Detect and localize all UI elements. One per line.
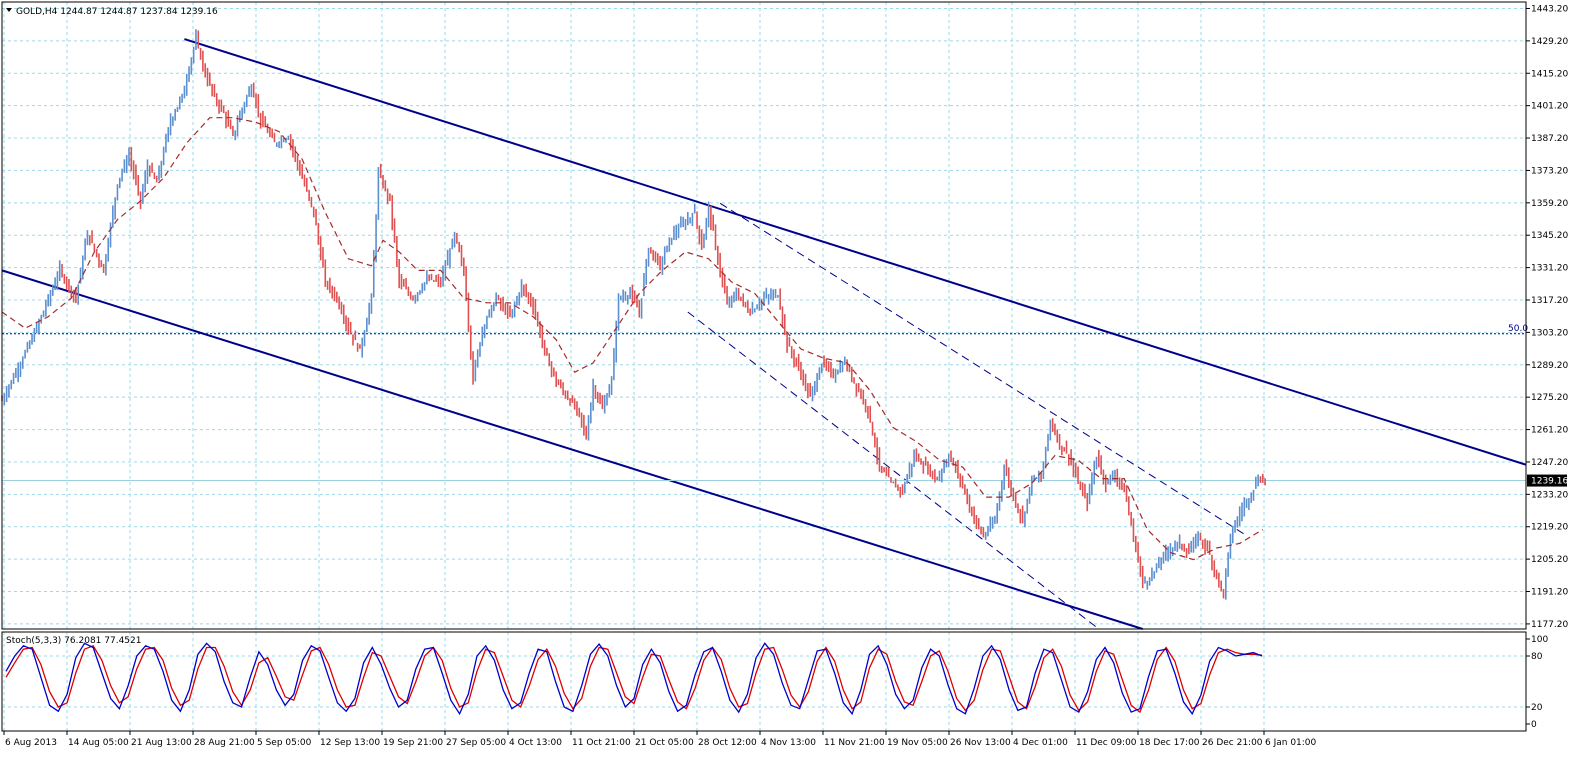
price-tick-label: 1219.20: [1531, 523, 1568, 533]
price-tick-label: 1177.20: [1531, 620, 1568, 630]
price-tick-label: 1317.20: [1531, 296, 1568, 306]
price-tick-label: 1191.20: [1531, 588, 1568, 598]
price-marker-label: 1239.16: [1531, 477, 1568, 487]
price-marker: 1239.16: [1527, 474, 1568, 487]
stochastic-main-line: [5, 642, 1263, 716]
stochastic-signal-line: [5, 644, 1263, 714]
stochastic-pane-border: [1, 631, 1527, 732]
price-tick-label: 1233.20: [1531, 490, 1568, 500]
stochastic-title: Stoch(5,3,3) 76.2081 77.4521: [6, 636, 141, 646]
price-tick-label: 1289.20: [1531, 361, 1568, 371]
time-tick-label: 21 Oct 05:00: [635, 738, 694, 748]
stochastic-tick-label: 20: [1531, 703, 1543, 713]
stochastic-tick-label: 80: [1531, 652, 1543, 662]
chart-title: GOLD,H4 1244.87 1244.87 1237.84 1239.16: [16, 7, 218, 17]
price-tick-label: 1387.20: [1531, 134, 1568, 144]
time-tick-label: 19 Sep 21:00: [383, 738, 443, 748]
time-tick-label: 28 Aug 21:00: [194, 738, 255, 748]
time-tick-label: 4 Oct 13:00: [509, 738, 562, 748]
price-tick-label: 1303.20: [1531, 328, 1568, 338]
time-tick-label: 4 Dec 01:00: [1013, 738, 1068, 748]
time-tick-label: 6 Aug 2013: [5, 738, 57, 748]
price-tick-label: 1415.20: [1531, 69, 1568, 79]
price-tick-label: 1401.20: [1531, 102, 1568, 112]
time-tick-label: 11 Nov 21:00: [824, 738, 885, 748]
channel-line: [1, 269, 1143, 630]
stochastic-tick-label: 0: [1531, 720, 1537, 730]
price-pane-border: [1, 1, 1527, 630]
stochastic-tick-label: 100: [1531, 635, 1548, 645]
time-tick-label: 11 Dec 09:00: [1076, 738, 1137, 748]
stochastic-axis: 100 80 20 0: [1526, 635, 1548, 730]
collapse-triangle-icon[interactable]: [6, 8, 12, 12]
price-tick-label: 1373.20: [1531, 166, 1568, 176]
fib-50-label: 50.0: [1508, 324, 1528, 334]
price-tick-label: 1275.20: [1531, 393, 1568, 403]
time-tick-label: 19 Nov 05:00: [887, 738, 948, 748]
time-tick-label: 5 Sep 05:00: [257, 738, 312, 748]
stochastic-pane[interactable]: [2, 632, 1526, 731]
price-tick-label: 1359.20: [1531, 199, 1568, 209]
time-tick-label: 18 Dec 17:00: [1139, 738, 1200, 748]
price-pane[interactable]: 50.0: [1, 2, 1528, 630]
price-tick-label: 1247.20: [1531, 458, 1568, 468]
time-tick-label: 4 Nov 13:00: [761, 738, 816, 748]
channel-line: [184, 38, 1527, 466]
price-tick-label: 1205.20: [1531, 555, 1568, 565]
price-tick-label: 1331.20: [1531, 264, 1568, 274]
trend-channel[interactable]: [1, 38, 1527, 630]
time-tick-label: 14 Aug 05:00: [68, 738, 129, 748]
price-axis: 1443.20 1429.20 1415.20 1401.20 1387.20 1373.…: [1526, 4, 1568, 630]
ohlc-bars: [1, 29, 1266, 600]
time-tick-label: 28 Oct 12:00: [698, 738, 757, 748]
price-tick-label: 1443.20: [1531, 4, 1568, 14]
time-tick-label: 12 Sep 13:00: [320, 738, 380, 748]
price-tick-label: 1429.20: [1531, 37, 1568, 47]
moving-average-line: [1, 117, 1264, 561]
time-tick-label: 26 Dec 21:00: [1202, 738, 1263, 748]
chart-header: GOLD,H4 1244.87 1244.87 1237.84 1239.16: [6, 7, 218, 17]
time-tick-label: 27 Sep 05:00: [446, 738, 506, 748]
time-tick-label: 26 Nov 13:00: [950, 738, 1011, 748]
time-tick-label: 6 Jan 01:00: [1265, 738, 1317, 748]
time-tick-label: 11 Oct 21:00: [572, 738, 631, 748]
price-tick-label: 1345.20: [1531, 231, 1568, 241]
time-axis: 6 Aug 2013 14 Aug 05:00 21 Aug 13:00 28 Aug…: [3, 731, 1317, 748]
time-tick-label: 21 Aug 13:00: [131, 738, 192, 748]
price-tick-label: 1261.20: [1531, 426, 1568, 436]
channel-dashed-line: [687, 311, 1100, 630]
